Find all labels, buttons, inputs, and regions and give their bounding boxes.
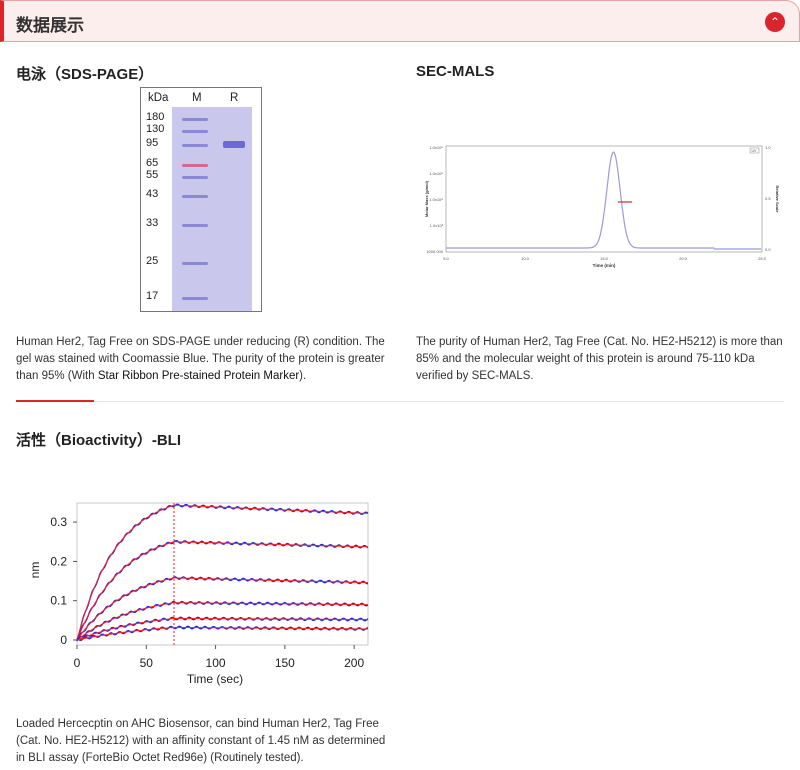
bli-fit-curve — [76, 617, 368, 641]
bli-fit-curve — [76, 577, 368, 641]
marker-25-label: 25 — [146, 255, 159, 267]
bli-fit-curve — [76, 626, 368, 641]
bli-xtick: 200 — [344, 656, 364, 670]
sec-caption: The purity of Human Her2, Tag Free (Cat.… — [416, 336, 783, 382]
bli-ytick: 0.2 — [50, 554, 67, 568]
sec-y2tick: 1.0 — [765, 145, 771, 150]
sec-ytick: 1000.000 — [426, 249, 443, 254]
sec-y2tick: 0.5 — [765, 196, 771, 201]
sample-band — [223, 141, 245, 148]
bli-caption: Loaded Hercecptin on AHC Biosensor, can … — [16, 718, 386, 764]
divider — [16, 400, 784, 402]
gel-lanes — [172, 107, 252, 311]
sec-mals-chart: 5.0 10.0 15.0 20.0 25.0 1.0x10⁶ 1.0x10⁵ 1.0x10⁴… — [424, 145, 780, 268]
bli-ytick: 0 — [60, 633, 67, 647]
marker-band — [182, 144, 208, 147]
marker-band — [182, 262, 208, 265]
bli-xlabel: Time (sec) — [187, 672, 243, 686]
lane-r-label: R — [230, 92, 239, 104]
marker-band — [182, 195, 208, 198]
sec-xlabel: Time (min) — [593, 263, 616, 268]
sec-ytick: 1.0x10⁵ — [429, 171, 443, 176]
sec-xtick: 10.0 — [521, 256, 530, 261]
bli-data-curve — [76, 600, 369, 641]
sec-y2label: Relative Scale — [775, 186, 780, 214]
bli-chart: 0 50 100 150 200 0 0.1 0.2 0.3 Time (sec) nm — [28, 502, 369, 686]
bli-title: 活性（Bioactivity）-BLI — [16, 432, 182, 449]
sds-title: 电泳（SDS-PAGE） — [16, 66, 154, 83]
sec-xtick: 5.0 — [443, 256, 449, 261]
marker-band — [182, 224, 208, 227]
sds-page-gel: kDa M R 180 130 95 65 55 43 33 25 17 — [140, 87, 262, 312]
bli-xtick: 100 — [206, 656, 226, 670]
kda-label: kDa — [148, 92, 169, 104]
section-title: 数据展示 — [16, 16, 84, 35]
chevron-up-icon[interactable]: ⌃ — [765, 12, 785, 32]
sec-title: SEC-MALS — [416, 63, 495, 80]
bli-ytick: 0.1 — [50, 594, 67, 608]
sec-xtick: 25.0 — [758, 256, 767, 261]
marker-band — [182, 297, 208, 300]
sec-ytick: 1.0x10⁴ — [429, 197, 443, 202]
sec-trace — [446, 151, 762, 250]
marker-33-label: 33 — [146, 217, 159, 229]
marker-130-label: 130 — [146, 123, 165, 135]
marker-55-label: 55 — [146, 169, 159, 181]
marker-band — [182, 130, 208, 133]
bli-ytick: 0.3 — [50, 515, 67, 529]
marker-95-label: 95 — [146, 137, 159, 149]
section-header: 数据展示 ⌃ — [0, 0, 800, 42]
bli-fit-curve — [76, 541, 369, 641]
sec-ylabel: Molar Mass (g/mol) — [424, 180, 429, 217]
sec-xtick: 20.0 — [679, 256, 688, 261]
marker-17-label: 17 — [146, 290, 159, 302]
bli-ylabel: nm — [28, 562, 42, 579]
sec-legend: UV — [752, 149, 758, 153]
marker-43-label: 43 — [146, 188, 159, 200]
sec-ytick: 1.0x10³ — [430, 223, 444, 228]
bli-xtick: 150 — [275, 656, 295, 670]
bli-fit-curve — [76, 602, 368, 641]
sec-y2tick: 0.0 — [765, 247, 771, 252]
bli-xtick: 0 — [74, 656, 81, 670]
sec-ytick: 1.0x10⁶ — [429, 145, 443, 150]
lane-m-label: M — [192, 92, 202, 104]
marker-65-label: 65 — [146, 157, 159, 169]
bli-xtick: 50 — [140, 656, 154, 670]
marker-link[interactable]: Star Ribbon Pre-stained Protein Marker — [97, 370, 300, 382]
sec-xtick: 15.0 — [600, 256, 609, 261]
marker-band — [182, 164, 208, 167]
marker-band — [182, 176, 208, 179]
bli-fit-curve — [76, 504, 369, 641]
sds-caption: Human Her2, Tag Free on SDS-PAGE under r… — [16, 336, 385, 382]
marker-180-label: 180 — [146, 111, 165, 123]
marker-band — [182, 118, 208, 121]
